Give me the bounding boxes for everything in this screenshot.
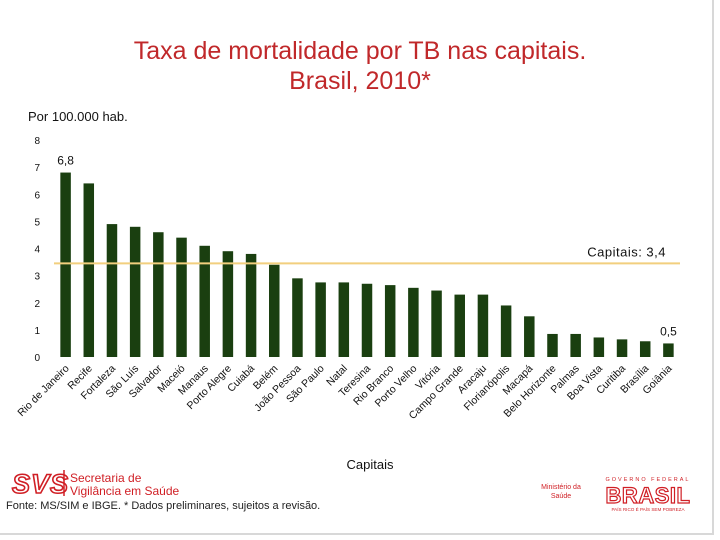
bar <box>361 283 373 357</box>
bar <box>477 294 489 357</box>
bars-group <box>60 172 674 357</box>
reference-line-group: Capitais: 3,4 <box>54 244 680 265</box>
bar <box>616 339 628 357</box>
reference-line-label: Capitais: 3,4 <box>587 244 666 259</box>
bar <box>199 245 210 357</box>
gov-logo-top: GOVERNO FEDERAL <box>605 477 690 483</box>
bar <box>129 226 141 357</box>
data-labels-group: 6,8 0,5 <box>57 154 677 339</box>
title-line-1: Taxa de mortalidade por TB nas capitais. <box>133 37 587 65</box>
bar <box>384 285 396 357</box>
y-axis-label: Por 100.000 hab. <box>28 109 128 124</box>
bar <box>500 305 512 357</box>
y-tick-label: 6 <box>34 190 40 201</box>
governo-federal-logo: GOVERNO FEDERAL BRASIL PAÍS RICO É PAÍS … <box>605 477 691 512</box>
bar <box>338 282 350 357</box>
bar <box>431 290 442 357</box>
ms-logo-line-2: Saúde <box>551 493 571 500</box>
svs-logo: SVS Secretaria de Vigilância em Saúde <box>11 468 180 500</box>
svs-logo-line-1: Secretaria de <box>70 471 142 485</box>
bar <box>153 232 164 357</box>
bar <box>60 172 71 357</box>
bar <box>570 333 581 357</box>
y-tick-label: 4 <box>34 245 40 256</box>
data-label: 6,8 <box>57 154 74 168</box>
title-line-2: Brasil, 2010* <box>289 67 431 95</box>
x-axis-label: Capitais <box>347 457 394 472</box>
y-axis: 0 1 2 3 4 5 6 7 8 <box>34 136 40 364</box>
bar <box>106 224 118 357</box>
gov-logo-slogan: PAÍS RICO É PAÍS SEM POBREZA <box>611 506 685 512</box>
bar <box>454 294 465 357</box>
bar <box>593 337 605 357</box>
bar <box>83 183 95 357</box>
bar <box>663 343 674 357</box>
ms-logo-line-1: Ministério da <box>541 484 581 491</box>
bar <box>269 264 280 357</box>
x-tick-label: Rio de Janeiro <box>15 363 71 419</box>
bar <box>222 251 234 357</box>
y-tick-label: 5 <box>34 217 40 228</box>
gov-logo-word: BRASIL <box>606 483 691 508</box>
y-tick-label: 7 <box>34 163 40 174</box>
bar <box>639 341 651 357</box>
y-tick-label: 8 <box>34 136 40 147</box>
bar <box>547 333 558 357</box>
svs-logo-line-2: Vigilância em Saúde <box>70 484 180 498</box>
data-label: 0,5 <box>660 324 677 338</box>
ministerio-saude-logo: Ministério da Saúde <box>541 484 581 500</box>
slide-title: Taxa de mortalidade por TB nas capitais.… <box>0 36 720 96</box>
source-note: Fonte: MS/SIM e IBGE. * Dados preliminar… <box>6 500 321 512</box>
y-tick-label: 3 <box>34 272 40 283</box>
bar <box>176 237 187 357</box>
bar <box>292 278 303 357</box>
bar <box>315 282 326 357</box>
bar <box>245 253 257 357</box>
y-tick-label: 1 <box>34 326 40 337</box>
bar <box>408 287 419 357</box>
svs-logo-mark: SVS <box>12 469 69 499</box>
mortality-bar-chart: Por 100.000 hab. 0 1 2 3 4 5 6 7 8 Capitais: 3,4… <box>15 109 680 472</box>
y-tick-label: 0 <box>34 353 40 364</box>
bar <box>524 316 535 357</box>
y-tick-label: 2 <box>34 299 40 310</box>
